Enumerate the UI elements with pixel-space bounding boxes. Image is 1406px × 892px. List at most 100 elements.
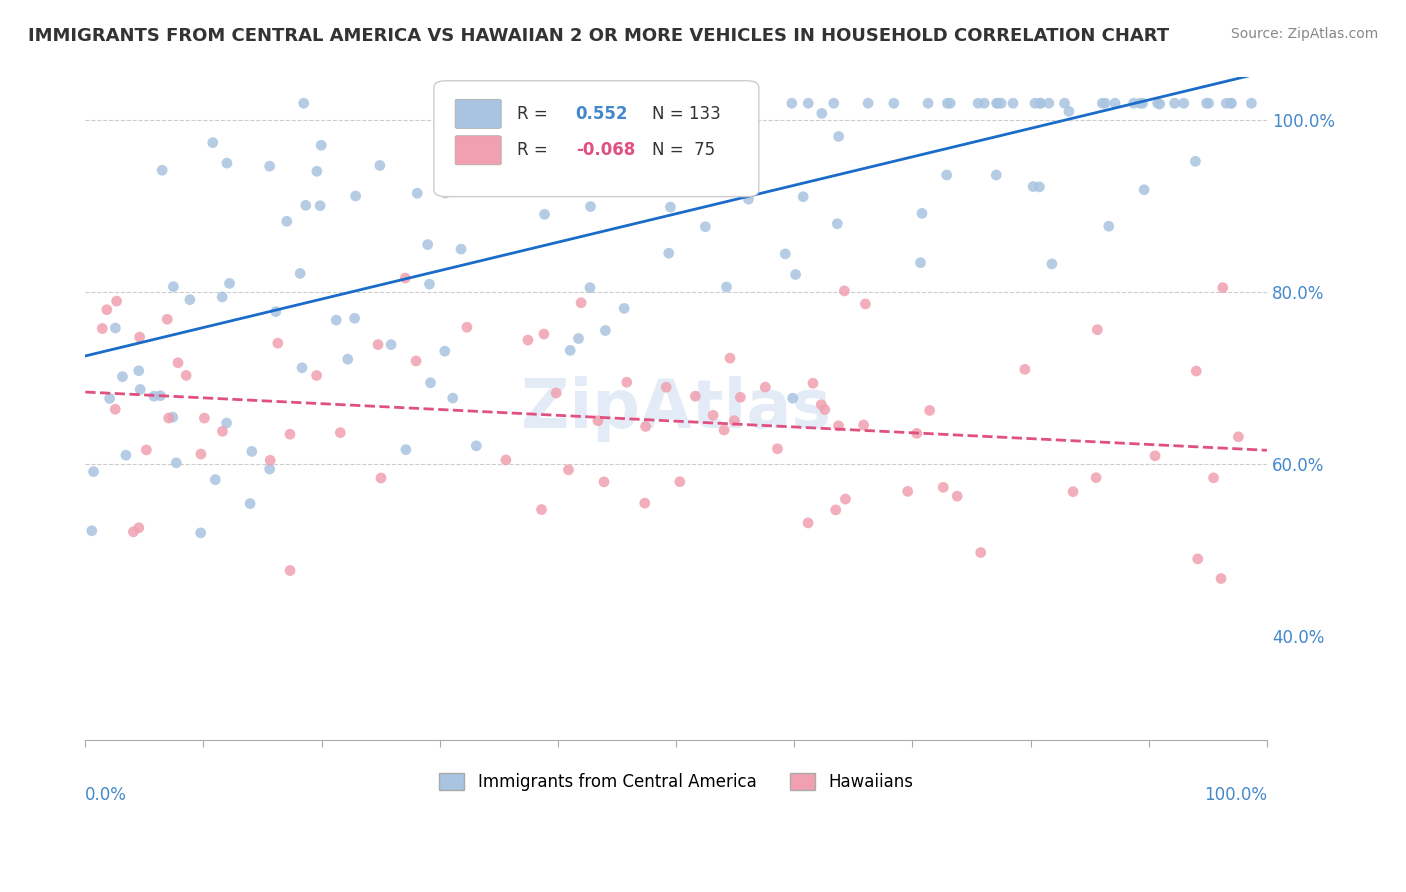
Point: [987, 96, 1010, 111]
Point: [291, 360, 314, 375]
Point: [292, 96, 315, 111]
Point: [586, 414, 609, 428]
Point: [128, 330, 150, 344]
Point: [405, 354, 427, 368]
Point: [932, 480, 955, 494]
Point: [343, 311, 366, 326]
Point: [1220, 96, 1243, 111]
Point: [970, 545, 993, 559]
Point: [1040, 257, 1063, 271]
Point: [766, 442, 789, 456]
Point: [797, 96, 820, 111]
Point: [810, 106, 832, 120]
Point: [495, 453, 517, 467]
Point: [259, 159, 281, 173]
Point: [128, 521, 150, 535]
Text: 0.0%: 0.0%: [86, 786, 127, 804]
Point: [419, 376, 441, 390]
Text: 0.552: 0.552: [575, 105, 628, 123]
Point: [834, 284, 856, 298]
Text: IMMIGRANTS FROM CENTRAL AMERICA VS HAWAIIAN 2 OR MORE VEHICLES IN HOUSEHOLD CORR: IMMIGRANTS FROM CENTRAL AMERICA VS HAWAI…: [28, 27, 1170, 45]
Point: [1195, 96, 1218, 111]
Point: [309, 199, 332, 213]
Point: [162, 410, 184, 425]
Point: [278, 564, 301, 578]
Point: [557, 463, 579, 477]
Point: [443, 132, 465, 146]
Point: [395, 442, 418, 457]
Point: [1209, 572, 1232, 586]
Point: [616, 376, 638, 390]
Point: [935, 168, 957, 182]
Point: [897, 484, 920, 499]
Point: [456, 320, 478, 334]
Text: N = 133: N = 133: [652, 105, 721, 123]
Point: [1146, 96, 1168, 111]
Point: [853, 297, 876, 311]
Point: [259, 462, 281, 476]
Point: [498, 96, 520, 111]
Point: [96, 302, 118, 317]
Point: [973, 96, 995, 111]
Point: [775, 247, 797, 261]
Point: [533, 207, 555, 221]
Point: [157, 411, 180, 425]
Point: [380, 337, 402, 351]
Point: [936, 96, 959, 111]
Point: [204, 473, 226, 487]
Point: [179, 293, 201, 307]
Point: [1038, 96, 1060, 111]
Point: [1085, 323, 1108, 337]
Point: [142, 389, 165, 403]
Point: [910, 255, 932, 269]
Point: [309, 138, 332, 153]
Point: [1240, 96, 1263, 111]
Point: [149, 389, 172, 403]
Point: [406, 186, 429, 201]
Point: [716, 280, 738, 294]
Point: [585, 165, 607, 179]
Point: [1227, 430, 1250, 444]
Point: [967, 96, 990, 111]
Point: [240, 444, 263, 458]
Point: [264, 304, 287, 318]
Point: [659, 200, 682, 214]
Point: [560, 343, 582, 358]
Point: [305, 368, 328, 383]
Point: [634, 496, 657, 510]
Point: [723, 414, 745, 428]
Point: [128, 364, 150, 378]
Point: [288, 267, 311, 281]
Point: [1029, 96, 1052, 111]
Point: [814, 402, 837, 417]
Point: [516, 178, 538, 193]
Point: [465, 439, 488, 453]
Point: [193, 411, 215, 425]
Point: [1163, 96, 1185, 111]
Point: [122, 524, 145, 539]
Point: [450, 242, 472, 256]
Point: [1220, 96, 1243, 111]
Point: [579, 281, 602, 295]
Point: [669, 475, 692, 489]
Point: [1144, 449, 1167, 463]
Point: [156, 312, 179, 326]
Point: [1085, 470, 1108, 484]
Point: [675, 166, 697, 180]
Point: [990, 96, 1012, 111]
Point: [433, 344, 456, 359]
Point: [1133, 183, 1156, 197]
Point: [780, 96, 803, 111]
Point: [1215, 96, 1237, 111]
Point: [1028, 180, 1050, 194]
Point: [856, 96, 879, 111]
Point: [278, 427, 301, 442]
Point: [1212, 280, 1234, 294]
Point: [115, 448, 138, 462]
Point: [98, 392, 121, 406]
Point: [682, 96, 704, 111]
Point: [785, 268, 807, 282]
Point: [394, 271, 416, 285]
Point: [174, 368, 197, 383]
Legend: Immigrants from Central America, Hawaiians: Immigrants from Central America, Hawaiia…: [433, 766, 920, 797]
